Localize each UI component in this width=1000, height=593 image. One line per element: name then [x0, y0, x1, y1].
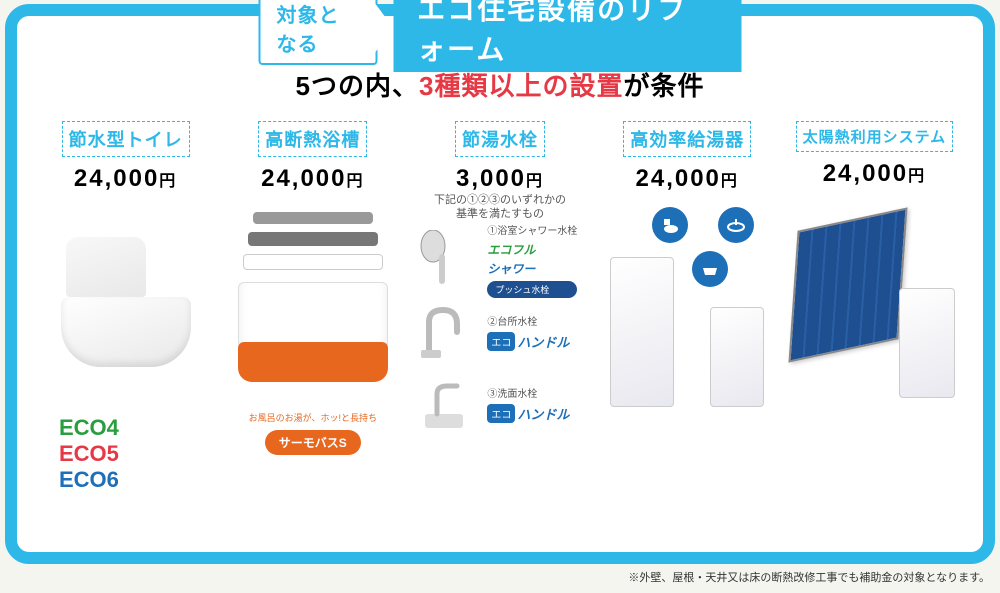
faucet-item-1: ①浴室シャワー水栓 エコフル シャワー プッシュ水栓 — [409, 228, 590, 292]
cat-label: 節水型トイレ — [62, 121, 190, 157]
faucet-list: 下記の①②③のいずれかの基準を満たすもの ①浴室シャワー水栓 エコフル シャワー… — [409, 193, 590, 444]
cat-label: 太陽熱利用システム — [796, 121, 954, 152]
handle-label: ハンドル — [517, 404, 569, 423]
price: 24,000円 — [636, 165, 739, 193]
eco4-label: ECO4 — [59, 415, 119, 441]
solar-illustration — [784, 202, 965, 402]
price: 24,000円 — [261, 165, 364, 193]
col-toilet: 節水型トイレ 24,000円 ECO4 ECO5 ECO6 — [35, 121, 216, 493]
thermo-sub: お風呂のお湯が、ホッ!と長持ち — [249, 411, 377, 424]
footnote: ※外壁、屋根・天井又は床の断熱改修工事でも補助金の対象となります。 — [628, 569, 990, 585]
faucet-note: 下記の①②③のいずれかの基準を満たすもの — [409, 193, 590, 222]
eco-badge: エコ — [487, 404, 515, 423]
col-solar: 太陽熱利用システム 24,000円 — [784, 121, 965, 493]
price: 24,000円 — [74, 165, 177, 193]
col-faucet: 節湯水栓 3,000円 下記の①②③のいずれかの基準を満たすもの ①浴室シャワー… — [409, 121, 590, 493]
cat-label: 高効率給湯器 — [623, 121, 751, 157]
solar-panel-icon — [789, 207, 908, 362]
columns-row: 節水型トイレ 24,000円 ECO4 ECO5 ECO6 高断熱浴槽 24,0… — [17, 103, 983, 493]
eco-badge: エコ — [487, 332, 515, 351]
faucet1-title: ①浴室シャワー水栓 — [487, 222, 577, 237]
faucet2-title: ②台所水栓 — [487, 313, 569, 328]
toilet-bubble-icon — [652, 207, 688, 243]
toilet-illustration — [35, 207, 216, 407]
shower-label: シャワー — [487, 260, 577, 277]
eco6-label: ECO6 — [59, 467, 119, 493]
faucet-item-3: ③洗面水栓 エコハンドル — [409, 372, 590, 436]
subtitle-post: が条件 — [623, 71, 704, 101]
header: 対象となる エコ住宅設備のリフォーム — [259, 4, 742, 52]
header-tag: 対象となる — [259, 0, 378, 65]
price: 3,000円 — [456, 165, 544, 193]
subtitle-highlight: 3種類以上の設置 — [419, 71, 623, 101]
price: 24,000円 — [823, 160, 926, 188]
faucet-item-2: ②台所水栓 エコハンドル — [409, 300, 590, 364]
cat-label: 高断熱浴槽 — [258, 121, 367, 157]
ecofull-label: エコフル — [487, 241, 577, 258]
eco5-label: ECO5 — [59, 441, 119, 467]
washbasin-faucet-icon — [409, 374, 479, 434]
shower-icon — [409, 230, 479, 290]
col-heater: 高効率給湯器 24,000円 — [597, 121, 778, 493]
tub-bubble-icon — [692, 251, 728, 287]
col-bathtub: 高断熱浴槽 24,000円 お風呂のお湯が、ホッ!と長持ち サーモバスS — [222, 121, 403, 493]
faucet3-title: ③洗面水栓 — [487, 385, 569, 400]
sink-bubble-icon — [718, 207, 754, 243]
thermo-badge: サーモバスS — [265, 430, 361, 455]
cat-label: 節湯水栓 — [455, 121, 545, 157]
tub-illustration — [222, 207, 403, 407]
heater-illustration — [597, 207, 778, 407]
subtitle-pre: 5つの内、 — [296, 71, 419, 101]
push-badge: プッシュ水栓 — [487, 281, 577, 298]
eco-labels: ECO4 ECO5 ECO6 — [59, 415, 119, 493]
header-title: エコ住宅設備のリフォーム — [393, 0, 741, 72]
kitchen-faucet-icon — [409, 302, 479, 362]
handle-label: ハンドル — [517, 332, 569, 351]
arrow-icon — [375, 4, 393, 52]
main-frame: 対象となる エコ住宅設備のリフォーム 5つの内、3種類以上の設置が条件 節水型ト… — [5, 4, 995, 564]
